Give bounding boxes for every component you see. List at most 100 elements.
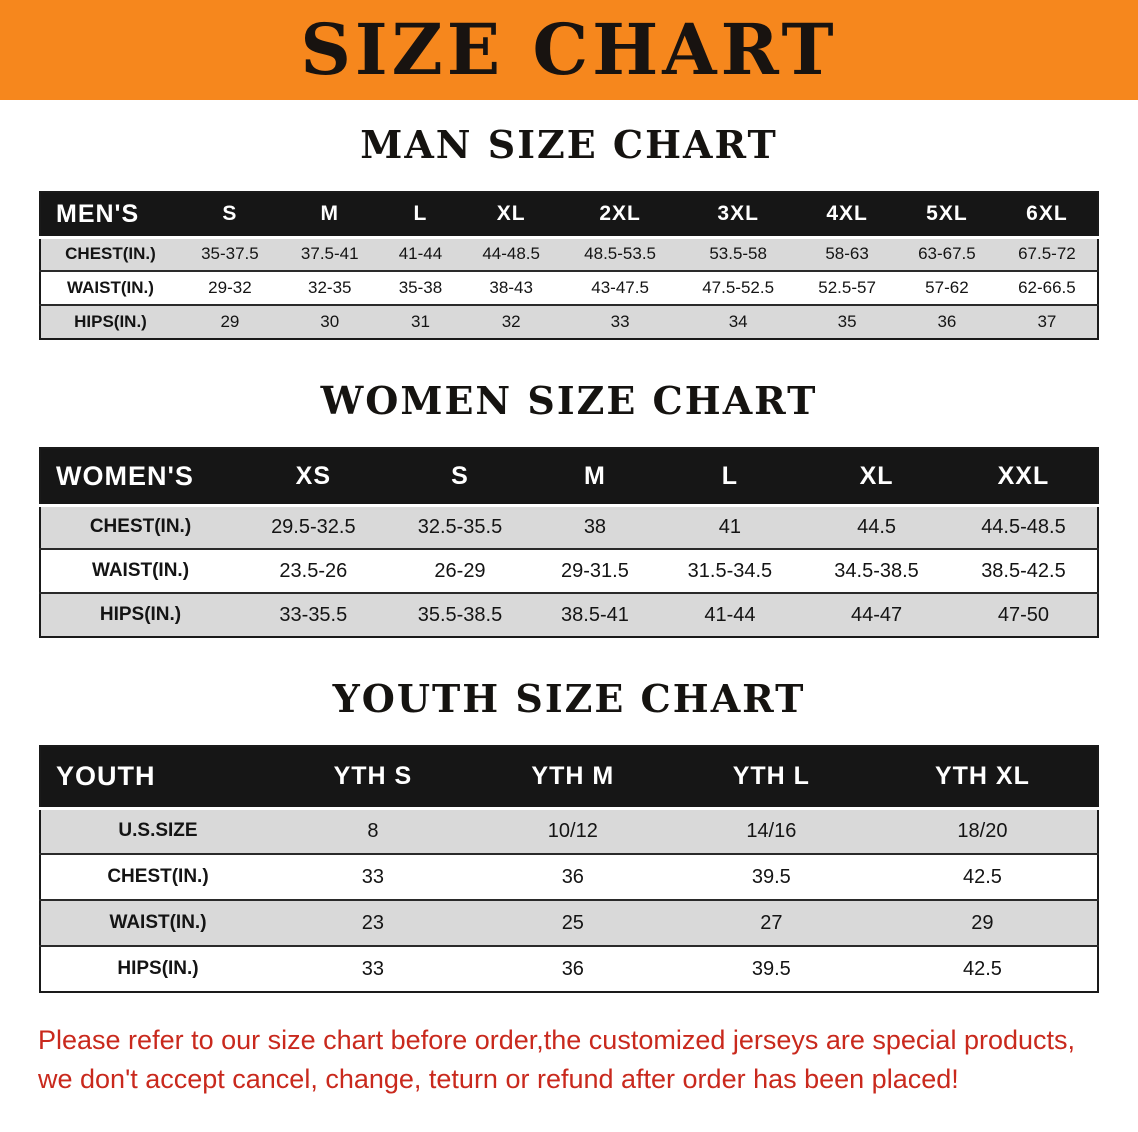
measurement-value-cell: 44-48.5: [482, 244, 540, 264]
measurement-value-cell: 35-37.5: [201, 244, 259, 264]
page-title: SIZE CHART: [300, 8, 838, 91]
measurement-value-cell: 36: [937, 312, 957, 331]
men-size-table: MEN'S S M L XL 2XL 3XL 4XL 5XL 6XL CHEST(IN.) 35-37…: [39, 191, 1099, 340]
measurement-row: WAIST(IN.) 29-32 32-35 35-38 38-43 43-47.5 47.…: [40, 271, 1098, 305]
measurement-value-cell: 44.5-48.5: [981, 515, 1066, 538]
measurement-value-cell: 35-38: [398, 278, 443, 297]
youth-section-heading: YOUTH SIZE CHART: [332, 676, 806, 721]
measurement-value-cell: 44-47: [850, 603, 903, 626]
measurement-value-cell: 37.5-41: [300, 244, 359, 264]
notice-line-2: we don't accept cancel, change, teturn o…: [38, 1064, 959, 1095]
order-notice: Please refer to our size chart before or…: [38, 1021, 1100, 1099]
measurement-row-label: WAIST(IN.): [91, 560, 190, 581]
measurement-value-cell: 33: [361, 865, 385, 888]
measurement-value-cell: 47.5-52.5: [702, 278, 775, 297]
table-header-row: YOUTH YTH S YTH M YTH L YTH XL: [40, 746, 1098, 808]
measurement-value-cell: 26-29: [434, 559, 486, 582]
measurement-value-cell: 32-35: [308, 278, 352, 297]
measurement-row-label: CHEST(IN.): [65, 244, 156, 264]
size-column-header: M: [279, 192, 380, 237]
measurement-value-cell: 27: [760, 911, 783, 934]
table-corner-label: MEN'S: [40, 192, 180, 237]
size-column-header: YTH L: [674, 746, 868, 808]
measurement-row: HIPS(IN.) 29 30 31 32 33 34 35 36 37: [40, 305, 1098, 339]
measurement-value-cell: 53.5-58: [709, 244, 767, 264]
measurement-value-cell: 39.5: [751, 957, 791, 980]
measurement-row: CHEST(IN.) 29.5-32.5 32.5-35.5 38 41 44.5 44.5…: [40, 505, 1098, 549]
size-column-header: YTH S: [275, 746, 471, 808]
measurement-value-cell: 52.5-57: [818, 278, 876, 297]
measurement-row-label: WAIST(IN.): [109, 912, 207, 933]
measurement-value-cell: 36: [561, 957, 584, 980]
measurement-row-label: HIPS(IN.): [74, 312, 147, 331]
measurement-value-cell: 23: [361, 911, 385, 934]
men-size-section: MAN SIZE CHART MEN'S S M L XL 2XL 3XL 4XL 5XL 6XL…: [0, 100, 1138, 340]
size-column-header: YTH XL: [867, 746, 1098, 808]
measurement-value-cell: 10/12: [547, 819, 598, 842]
measurement-row: WAIST(IN.) 23.5-26 26-29 29-31.5 31.5-34.5 34…: [40, 549, 1098, 593]
measurement-value-cell: 23.5-26: [279, 559, 348, 582]
size-column-header: XL: [803, 448, 950, 505]
youth-size-section: YOUTH SIZE CHART YOUTH YTH S YTH M YTH L YTH…: [0, 638, 1138, 993]
size-chart-page: SIZE CHART MAN SIZE CHART MEN'S S M L XL 2XL 3…: [0, 0, 1138, 1099]
measurement-value-cell: 39.5: [751, 865, 791, 888]
measurement-value-cell: 57-62: [925, 278, 969, 297]
size-column-header: S: [386, 448, 534, 505]
measurement-value-cell: 38.5-42.5: [981, 559, 1066, 582]
size-column-header: 4XL: [797, 192, 897, 237]
measurement-value-cell: 38: [583, 515, 607, 538]
measurement-row: HIPS(IN.) 33 36 39.5 42.5: [40, 946, 1098, 992]
measurement-value-cell: 14/16: [746, 819, 797, 842]
measurement-value-cell: 29: [971, 911, 994, 934]
table-corner-label: YOUTH: [40, 746, 275, 808]
measurement-value-cell: 29: [220, 312, 240, 331]
table-header-row: WOMEN'S XS S M L XL XXL: [40, 448, 1098, 505]
measurement-value-cell: 41: [718, 515, 742, 538]
measurement-value-cell: 32.5-35.5: [417, 515, 503, 538]
measurement-value-cell: 47-50: [997, 603, 1050, 626]
measurement-value-cell: 33: [610, 312, 630, 331]
measurement-value-cell: 29-32: [208, 278, 252, 297]
measurement-value-cell: 35: [837, 312, 857, 331]
measurement-value-cell: 25: [561, 911, 584, 934]
size-column-header: XL: [461, 192, 562, 237]
measurement-value-cell: 33-35.5: [279, 603, 348, 626]
measurement-value-cell: 42.5: [962, 957, 1002, 980]
measurement-row: CHEST(IN.) 35-37.5 37.5-41 41-44 44-48.5 48.5…: [40, 237, 1098, 271]
measurement-value-cell: 38.5-41: [561, 603, 629, 626]
measurement-row: HIPS(IN.) 33-35.5 35.5-38.5 38.5-41 41-44 44-…: [40, 593, 1098, 637]
measurement-value-cell: 18/20: [957, 819, 1008, 842]
measurement-value-cell: 29-31.5: [561, 559, 629, 582]
measurement-value-cell: 35.5-38.5: [417, 603, 503, 626]
measurement-value-cell: 33: [361, 957, 385, 980]
measurement-value-cell: 38-43: [489, 278, 533, 297]
table-corner-label: WOMEN'S: [40, 448, 240, 505]
size-column-header: S: [180, 192, 280, 237]
size-column-header: 2XL: [561, 192, 680, 237]
measurement-row-label: WAIST(IN.): [67, 278, 154, 297]
measurement-row-label: U.S.SIZE: [118, 820, 198, 842]
measurement-row-label: HIPS(IN.): [117, 958, 199, 979]
measurement-value-cell: 34: [728, 312, 748, 331]
measurement-row: WAIST(IN.) 23 25 27 29: [40, 900, 1098, 946]
measurement-value-cell: 44.5: [857, 515, 897, 538]
measurement-value-cell: 62-66.5: [1018, 278, 1076, 297]
size-column-header: L: [379, 192, 462, 237]
table-header-row: MEN'S S M L XL 2XL 3XL 4XL 5XL 6XL: [40, 192, 1098, 237]
size-column-header: XXL: [949, 448, 1098, 505]
measurement-value-cell: 8: [367, 819, 379, 842]
measurement-value-cell: 31: [410, 312, 430, 331]
measurement-value-cell: 43-47.5: [591, 278, 649, 297]
title-banner: SIZE CHART: [0, 0, 1138, 100]
measurement-value-cell: 63-67.5: [918, 244, 976, 264]
men-section-heading: MAN SIZE CHART: [360, 122, 778, 167]
size-column-header: 6XL: [996, 192, 1098, 237]
measurement-value-cell: 41-44: [398, 244, 443, 264]
measurement-value-cell: 31.5-34.5: [687, 559, 773, 582]
measurement-value-cell: 34.5-38.5: [834, 559, 919, 582]
measurement-value-cell: 36: [561, 865, 584, 888]
size-column-header: 5XL: [897, 192, 997, 237]
size-column-header: M: [533, 448, 657, 505]
size-column-header: XS: [240, 448, 387, 505]
size-column-header: L: [656, 448, 804, 505]
